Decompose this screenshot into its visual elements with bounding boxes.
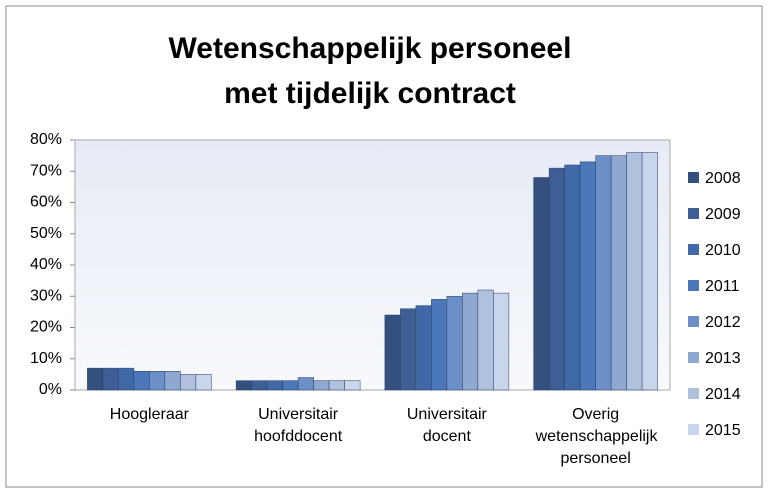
bar	[595, 155, 612, 391]
bar	[610, 155, 627, 391]
y-tick-label: 40%	[30, 256, 62, 273]
bar	[282, 380, 299, 391]
y-tick-label: 60%	[30, 194, 62, 211]
legend-label: 2015	[705, 422, 741, 439]
y-tick-label: 20%	[30, 319, 62, 336]
legend-swatch	[688, 352, 699, 363]
bar	[400, 308, 417, 391]
y-tick-label: 10%	[30, 350, 62, 367]
bar	[477, 289, 494, 391]
x-tick-label: Overig wetenschappelijk personeel	[535, 406, 658, 467]
y-tick-label: 0%	[39, 381, 62, 398]
bar	[431, 299, 448, 391]
bar	[626, 152, 643, 391]
bar	[251, 380, 268, 391]
chart-title: met tijdelijk contract	[224, 77, 516, 110]
legend-label: 2009	[705, 206, 741, 223]
legend-label: 2013	[705, 350, 741, 367]
bar	[149, 371, 166, 391]
bar	[493, 292, 510, 391]
bar	[579, 161, 596, 391]
bar	[180, 374, 197, 391]
bar	[87, 367, 104, 391]
x-tick-label: Universitair hoofddocent	[254, 406, 343, 445]
bar	[564, 164, 581, 391]
bar	[266, 380, 283, 391]
bar	[297, 377, 314, 391]
legend-swatch	[688, 388, 699, 399]
bar	[641, 152, 658, 391]
legend-swatch	[688, 424, 699, 435]
legend-swatch	[688, 208, 699, 219]
y-tick-label: 80%	[30, 131, 62, 148]
x-tick-label: Universitair docent	[406, 406, 487, 445]
chart-title: Wetenschappelijk personeel	[169, 32, 572, 65]
y-tick-label: 30%	[30, 287, 62, 304]
legend-label: 2014	[705, 386, 741, 403]
bar	[102, 367, 119, 391]
bar	[462, 292, 479, 391]
bar	[548, 167, 565, 391]
y-tick-label: 50%	[30, 225, 62, 242]
bar	[164, 371, 181, 391]
bar	[344, 380, 361, 391]
bar	[533, 177, 550, 391]
legend-swatch	[688, 280, 699, 291]
legend-swatch	[688, 244, 699, 255]
bar	[195, 374, 212, 391]
bar	[313, 380, 330, 391]
bar	[446, 296, 463, 391]
bar	[118, 367, 135, 391]
x-tick-label: Hoogleraar	[109, 406, 189, 423]
y-tick-label: 70%	[30, 162, 62, 179]
legend-label: 2012	[705, 314, 741, 331]
bar	[328, 380, 345, 391]
bar	[415, 305, 432, 391]
legend-label: 2008	[705, 170, 741, 187]
bar	[235, 380, 252, 391]
legend-swatch	[688, 172, 699, 183]
legend-label: 2010	[705, 242, 741, 259]
bar	[133, 371, 150, 391]
legend-label: 2011	[705, 278, 740, 295]
legend-swatch	[688, 316, 699, 327]
bar	[384, 314, 401, 391]
